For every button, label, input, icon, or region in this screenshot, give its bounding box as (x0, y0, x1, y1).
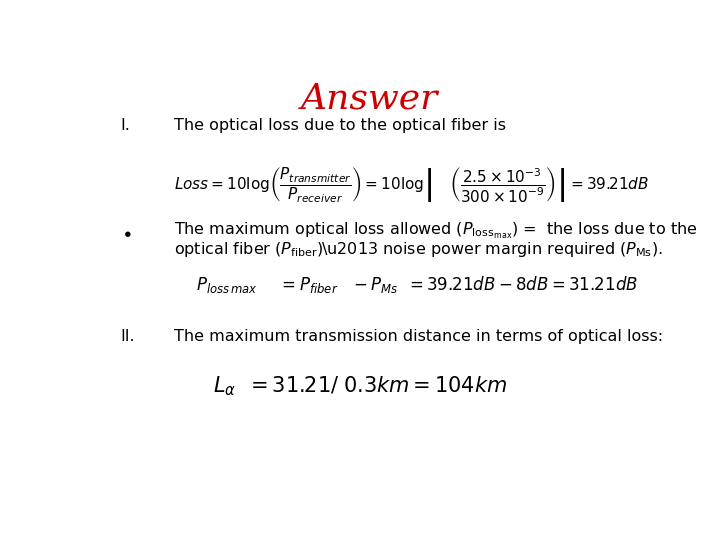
Text: The maximum transmission distance in terms of optical loss:: The maximum transmission distance in ter… (174, 329, 663, 344)
Text: $\bullet$: $\bullet$ (121, 223, 131, 242)
Text: $L_{\alpha} \;\; = 31.21/\; 0.3\mathit{km} = 104\mathit{km}$: $L_{\alpha} \;\; = 31.21/\; 0.3\mathit{k… (213, 375, 507, 398)
Text: Answer: Answer (300, 82, 438, 116)
Text: The maximum optical loss allowed ($P_{\mathrm{loss_{max}}}$) =  the loss due to : The maximum optical loss allowed ($P_{\m… (174, 221, 697, 241)
Text: II.: II. (121, 329, 135, 344)
Text: I.: I. (121, 118, 130, 133)
Text: $\mathit{Loss} = 10 \log\!\left(\dfrac{P_{\mathit{transmitter}}}{P_{\mathit{rece: $\mathit{Loss} = 10 \log\!\left(\dfrac{P… (174, 165, 649, 204)
Text: The optical loss due to the optical fiber is: The optical loss due to the optical fibe… (174, 118, 505, 133)
Text: optical fiber ($P_{\mathrm{fiber}}$)\u2013 noise power margin required ($P_{\mat: optical fiber ($P_{\mathrm{fiber}}$)\u20… (174, 240, 662, 259)
Text: $P_{\mathit{loss\,max}} \;\;\;\;\; = P_{\mathit{fiber}} \;\;\; - P_{\mathit{Ms}}: $P_{\mathit{loss\,max}} \;\;\;\;\; = P_{… (196, 274, 638, 294)
